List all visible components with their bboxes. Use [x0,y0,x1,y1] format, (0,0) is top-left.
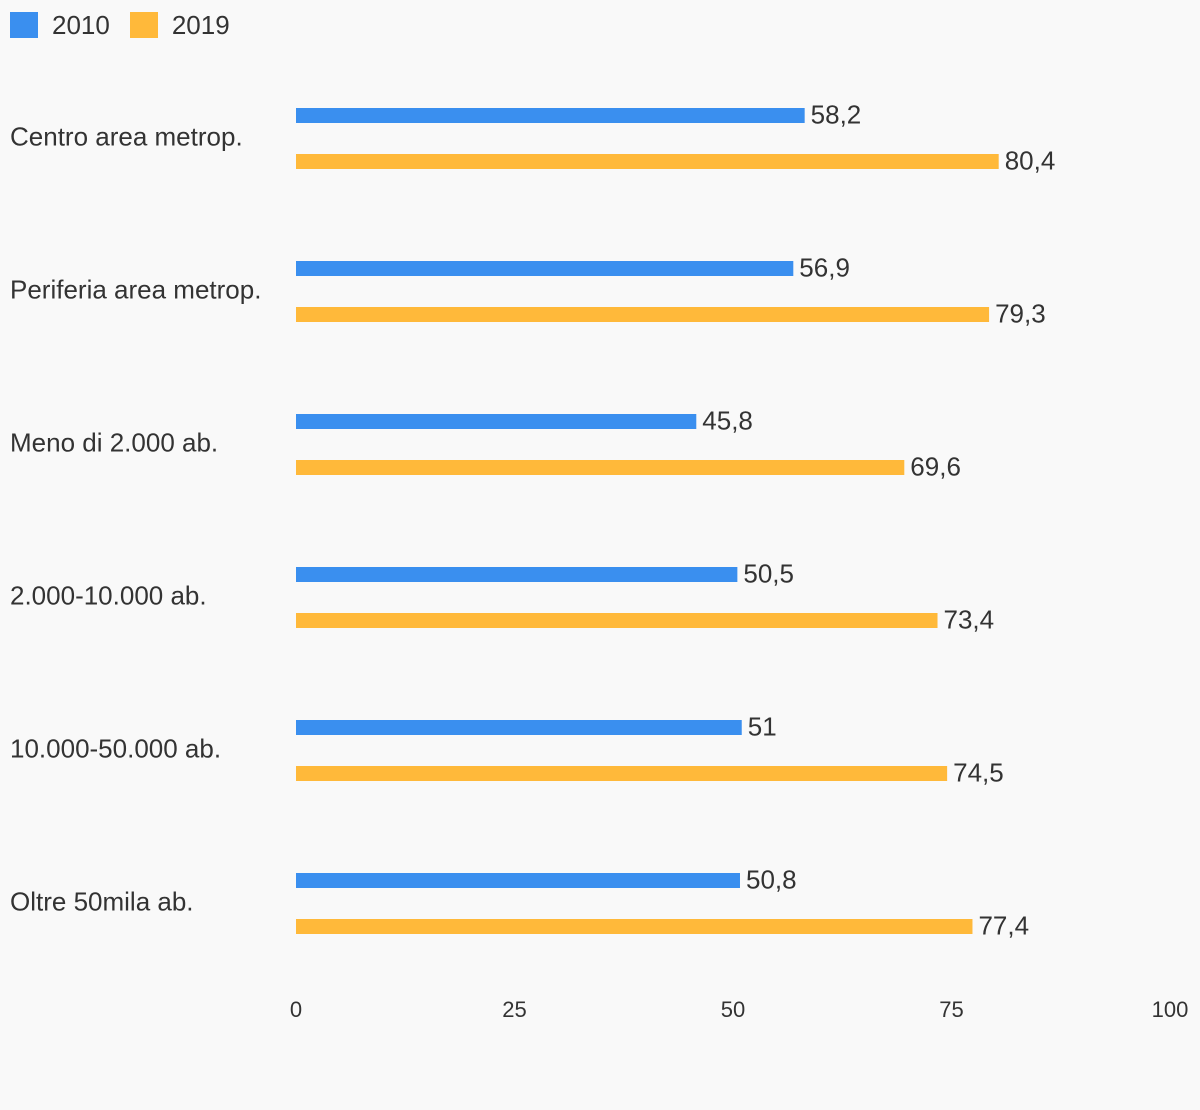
category-label: Centro area metrop. [10,121,243,151]
bar-2010-2[interactable] [296,414,697,429]
x-tick-label: 0 [290,997,302,1022]
x-tick-label: 100 [1152,997,1189,1022]
bar-2019-5[interactable] [296,919,973,934]
data-label: 69,6 [910,451,961,481]
bar-2019-4[interactable] [296,766,948,781]
legend-label-2010: 2010 [52,9,110,40]
bar-2019-3[interactable] [296,613,938,628]
bar-2010-5[interactable] [296,873,740,888]
bar-2010-4[interactable] [296,720,742,735]
category-label: 10.000-50.000 ab. [10,733,221,763]
x-tick-label: 25 [502,997,526,1022]
data-label: 50,5 [743,558,794,588]
data-label: 56,9 [799,252,850,282]
data-label: 77,4 [978,910,1029,940]
data-label: 50,8 [746,864,797,894]
legend-item-2019[interactable]: 2019 [129,9,230,41]
data-label: 45,8 [702,405,753,435]
data-label: 73,4 [944,604,995,634]
data-label: 58,2 [811,99,862,129]
legend-swatch-2019 [129,12,158,38]
bar-2010-3[interactable] [296,567,738,582]
data-label: 74,5 [953,757,1004,787]
category-label: Meno di 2.000 ab. [10,427,218,457]
legend-item-2010[interactable]: 2010 [10,10,110,41]
bar-2010-1[interactable] [296,261,794,276]
data-label: 80,4 [1005,145,1056,175]
bar-2019-0[interactable] [296,154,999,169]
data-label: 79,3 [995,298,1046,328]
data-label: 51 [748,711,777,741]
bar-2010-0[interactable] [296,108,805,123]
legend-label-2019: 2019 [171,9,230,40]
bar-2019-1[interactable] [296,307,990,322]
legend-swatch-2010 [10,12,38,38]
x-tick-label: 75 [939,997,963,1022]
bar-2019-2[interactable] [296,460,905,475]
chart-legend: 2010 2019 [10,10,250,40]
category-label: 2.000-10.000 ab. [10,580,207,610]
x-tick-label: 50 [721,997,745,1022]
category-label: Periferia area metrop. [10,274,261,304]
category-label: Oltre 50mila ab. [10,886,194,916]
